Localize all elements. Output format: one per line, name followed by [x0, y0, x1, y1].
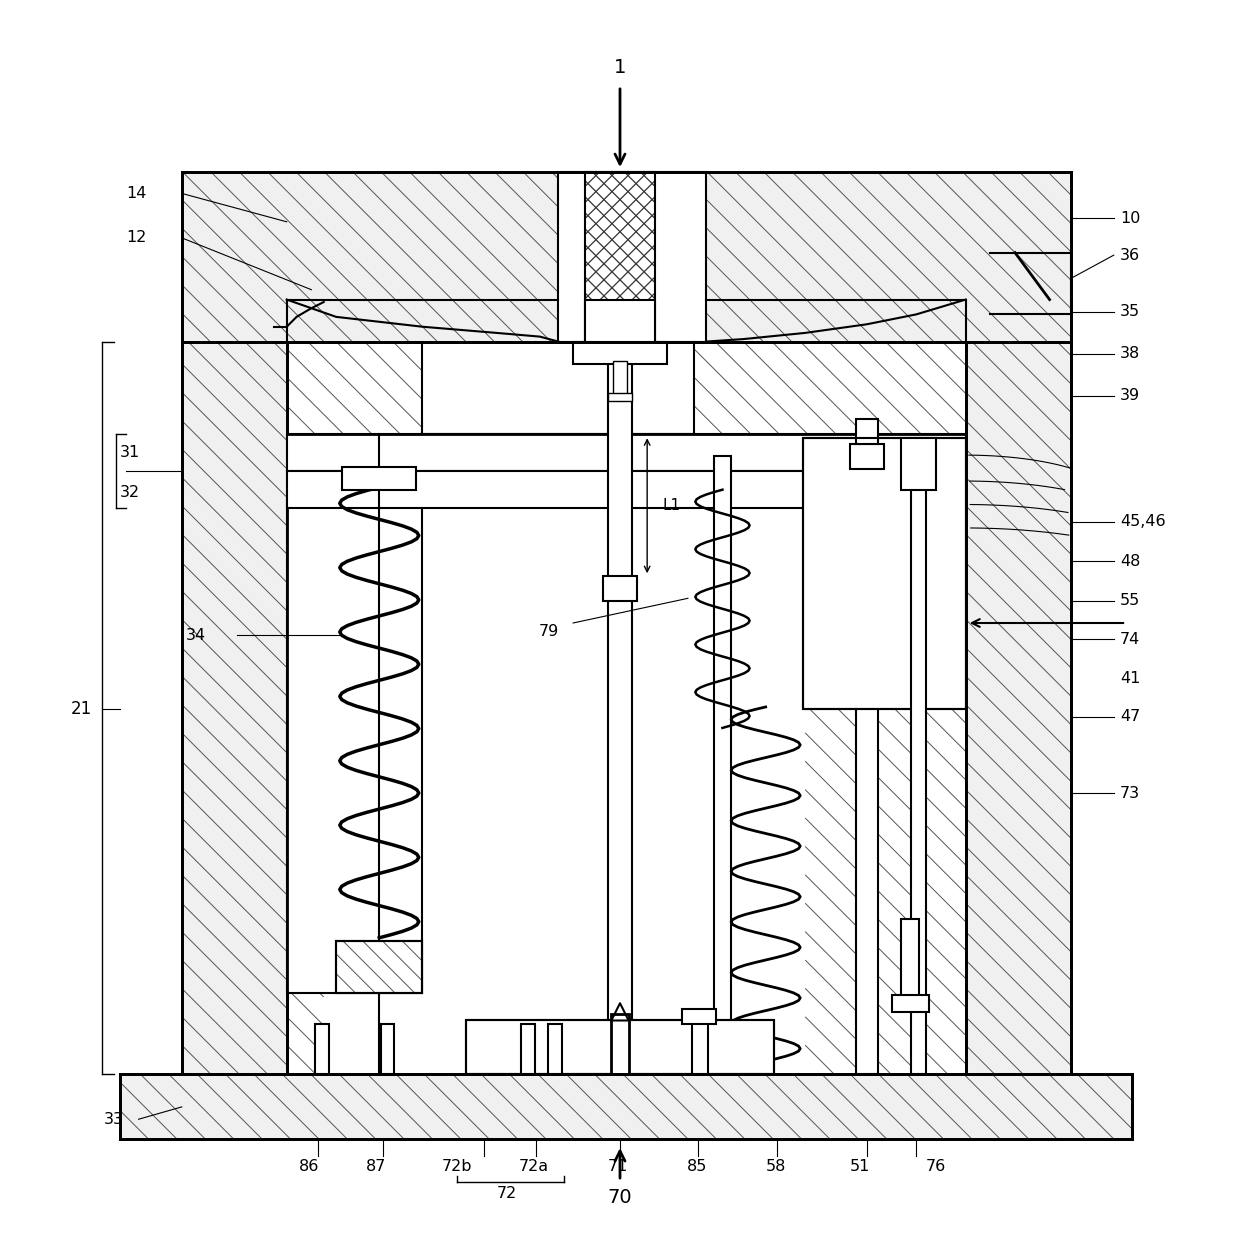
Text: 73: 73	[1120, 786, 1140, 801]
Bar	[336, 942, 423, 993]
Text: 21: 21	[71, 700, 92, 719]
Bar	[856, 468, 878, 1074]
Bar	[342, 467, 417, 490]
Bar	[682, 1009, 717, 1024]
Text: 36: 36	[1120, 248, 1140, 263]
Text: 48: 48	[1120, 553, 1141, 568]
Text: 31: 31	[120, 445, 140, 460]
Bar	[714, 456, 732, 1074]
Bar	[692, 1014, 708, 1074]
Bar	[901, 920, 919, 999]
Text: 51: 51	[849, 1159, 870, 1174]
Bar	[466, 1020, 774, 1074]
Bar	[966, 341, 1070, 1074]
Text: 72: 72	[496, 1186, 517, 1201]
Bar	[182, 341, 286, 1074]
Bar	[613, 361, 627, 396]
Bar	[608, 394, 632, 401]
Text: 87: 87	[366, 1159, 386, 1174]
Text: 85: 85	[687, 1159, 707, 1174]
Text: 14: 14	[126, 186, 146, 201]
Bar	[585, 299, 655, 341]
Bar	[603, 576, 637, 601]
Bar	[182, 172, 1070, 341]
Bar	[182, 341, 1070, 1074]
Text: L1: L1	[663, 498, 681, 513]
Bar	[911, 481, 926, 1074]
Text: 32: 32	[120, 485, 140, 500]
Text: 35: 35	[1120, 304, 1140, 319]
Bar	[611, 1014, 629, 1074]
Text: 47: 47	[1120, 709, 1141, 724]
Bar	[521, 1024, 534, 1074]
Text: 12: 12	[126, 231, 146, 245]
Bar	[802, 437, 966, 709]
Bar	[182, 341, 286, 1074]
Text: 45,46: 45,46	[1120, 515, 1166, 530]
Text: 72b: 72b	[443, 1159, 472, 1174]
Bar	[120, 1074, 1132, 1139]
Bar	[856, 420, 878, 444]
Bar	[558, 172, 707, 341]
Bar	[286, 500, 423, 993]
Bar	[286, 434, 966, 471]
Text: 70: 70	[608, 1187, 632, 1206]
Bar	[548, 1024, 562, 1074]
Text: 39: 39	[1120, 389, 1140, 404]
Bar	[182, 172, 1070, 341]
Bar	[336, 942, 423, 993]
Bar	[466, 1020, 774, 1074]
Bar	[120, 1074, 1132, 1139]
Bar	[120, 1074, 1132, 1139]
Text: 86: 86	[299, 1159, 320, 1174]
Bar	[381, 1024, 394, 1074]
Text: 55: 55	[1120, 593, 1141, 608]
Bar	[585, 172, 655, 341]
Text: 41: 41	[1120, 672, 1141, 687]
Text: 72a: 72a	[518, 1159, 549, 1174]
Bar	[182, 172, 1070, 341]
Text: 79: 79	[538, 624, 558, 639]
Bar	[802, 437, 966, 709]
Text: 1: 1	[614, 59, 626, 77]
Bar	[573, 341, 667, 364]
Text: 58: 58	[765, 1159, 786, 1174]
Text: 34: 34	[186, 628, 206, 643]
Text: 74: 74	[1120, 632, 1141, 647]
Bar	[608, 329, 632, 1074]
Text: 10: 10	[1120, 211, 1141, 226]
Text: 76: 76	[926, 1159, 946, 1174]
Bar	[315, 1024, 329, 1074]
Bar	[849, 444, 884, 468]
Text: 33: 33	[104, 1111, 124, 1126]
Bar	[892, 994, 929, 1012]
Bar	[901, 437, 936, 490]
Text: 71: 71	[608, 1159, 627, 1174]
Bar	[966, 341, 1070, 1074]
Text: 38: 38	[1120, 346, 1141, 361]
Bar	[286, 471, 966, 508]
